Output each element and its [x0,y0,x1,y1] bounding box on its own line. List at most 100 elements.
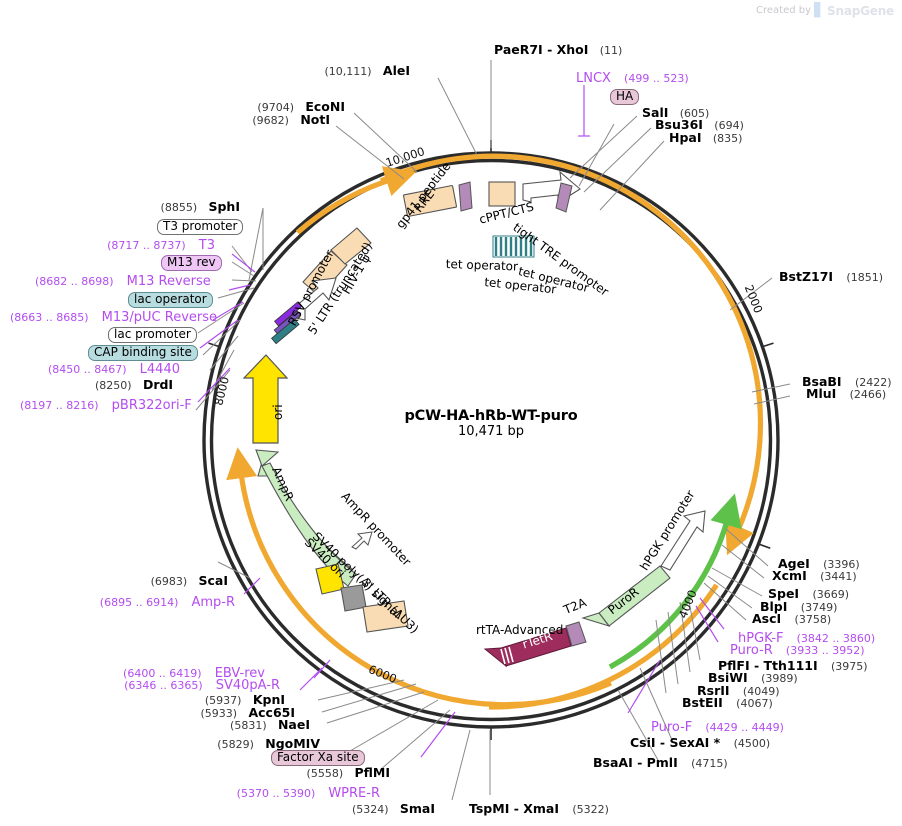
enzyme-pos: (1851) [846,271,883,284]
orange-transcript-arcs [226,153,764,710]
enzyme-label-bsu36i: Bsu36I (694) [655,118,744,132]
enzyme-name: SpeI [768,586,800,601]
feature-rtetr-arrow [483,627,572,668]
enzyme-name: MluI [806,386,837,401]
primer-name: EBV-rev [214,666,265,681]
enzyme-pos: (10,111) [324,65,372,78]
feature-rsv-promoter [295,277,337,321]
feature-hiv1-psi [330,227,372,265]
primer-label-l4440: (8450 .. 8467) L4440 [30,360,180,377]
enzyme-label-bsaai-pmli: BsaAI - PmlI (4715) [593,756,728,770]
feature-ori-arrow [242,354,289,444]
enzyme-pos: (3441) [820,570,857,583]
enzyme-name: NgoMIV [265,736,320,751]
tag-label-ha: HA [610,87,640,105]
enzyme-pos: (3758) [794,613,832,626]
feature-rre [402,185,458,217]
enzyme-pos: (5322) [572,803,609,816]
primer-label-t3: (8717 .. 8737) T3 [95,236,215,253]
enzyme-label-sphi: (8855) SphI [155,200,240,214]
primer-name: hPGK-F [738,631,784,646]
tag-text: T3 promoter [157,219,244,235]
watermark-brand: SnapGene [827,3,894,18]
feature-cppt-cts [488,181,516,207]
tag-label-lac-promoter: lac promoter [108,325,197,343]
tag-label-m13-rev: M13 rev [161,253,222,271]
enzyme-label-noti: (9682) NotI [225,113,330,127]
enzyme-name: BsaBI [802,374,842,389]
primer-label-m13-reverse: (8682 .. 8698) M13 Reverse [35,272,211,289]
enzyme-label-spei: SpeI (3669) [768,587,849,601]
feature-small-elements-left [271,301,302,345]
primer-name: pBR322ori-F [111,398,192,413]
primer-name: Amp-R [191,595,235,610]
enzyme-pos: (5829) [217,738,254,751]
feature-label-tet-operator-1: tet operator [445,257,519,274]
enzyme-name: Acc65I [248,705,295,720]
enzyme-label-agei: AgeI (3396) [778,557,860,571]
enzyme-pos: (5831) [230,719,267,732]
primer-name: SV40pA-R [215,678,280,693]
enzyme-pos: (6983) [150,575,188,588]
primer-name: Puro-R [730,643,773,658]
enzyme-pos: (2466) [849,388,887,401]
tag-label-cap-binding-site: CAP binding site [88,343,198,361]
enzyme-name: ScaI [198,573,229,588]
enzyme-label-tspmi-xmai: TspMI - XmaI (5322) [469,802,609,816]
enzyme-pos: (605) [679,107,710,120]
enzyme-label-kpni: (5937) KpnI [170,693,285,707]
primer-label-hpgk-f: hPGK-F (3842 .. 3860) [738,629,875,646]
enzyme-pos: (5937) [204,694,242,707]
primer-label-m13puc-reverse: (8663 .. 8685) M13/pUC Reverse [10,308,217,325]
feature-t2a [565,621,587,647]
primer-range: (5370 .. 5390) [236,787,316,800]
enzyme-pos: (11) [599,44,623,57]
enzyme-label-bsabi: BsaBI (2422) [802,375,892,389]
tag-text: lac promoter [108,327,197,343]
feature-gp41-peptide [458,181,473,212]
tag-text: lac operator [128,292,213,308]
enzyme-pos: (5933) [200,707,238,720]
primer-name: WPRE-R [328,786,380,801]
enzyme-pos: (4049) [742,685,780,698]
enzyme-label-econi: (9704) EcoNI [225,100,345,114]
primer-name: LNCX [576,71,611,86]
enzyme-name: AscI [752,611,782,626]
enzyme-name: EcoNI [305,99,345,114]
feature-tet-operator-block [492,235,535,258]
primer-label-ebv-rev: (6400 .. 6419) EBV-rev [115,664,265,681]
tag-text: HA [610,89,640,105]
enzyme-name: TspMI - XmaI [469,801,559,816]
plasmid-name: pCW-HA-hRb-WT-puro [404,408,578,424]
enzyme-pos: (5324) [351,803,389,816]
primer-range: (6895 .. 6914) [99,596,179,609]
enzyme-pos: (9704) [257,101,294,114]
snapgene-logo-icon: ▋ [814,3,825,18]
enzyme-pos: (5558) [306,767,344,780]
enzyme-pos: (4067) [736,697,773,710]
primer-label-amp-r: (6895 .. 6914) Amp-R [95,593,235,610]
tag-text: CAP binding site [88,345,198,361]
primer-label-sv40pa-r: (6346 .. 6365) SV40pA-R [115,676,280,693]
primer-name: T3 [198,238,215,253]
primer-range: (3933 .. 3952) [785,644,865,657]
enzyme-pos: (4500) [733,737,771,750]
green-expression-arc [608,493,742,670]
enzyme-pos: (3396) [823,558,860,571]
primer-name: Puro-F [651,720,693,735]
primer-label-pbr322ori-f: (8197 .. 8216) pBR322ori-F [20,396,192,413]
enzyme-name: HpaI [669,130,702,145]
enzyme-name: BsaAI - PmlI [593,755,678,770]
enzyme-label-csii-sexai: CsiI - SexAI * (4500) [630,736,770,750]
primer-name: M13 Reverse [126,274,211,289]
plasmid-backbone-circle [202,151,780,729]
enzyme-label-acc65i: (5933) Acc65I [170,706,295,720]
enzyme-name: CsiI - SexAI * [630,735,721,750]
enzyme-pos: (4715) [691,757,728,770]
primer-range: (8682 .. 8698) [35,275,114,288]
enzyme-name: SmaI [399,801,435,816]
primer-range: (8717 .. 8737) [107,239,186,252]
enzyme-pos: (3749) [800,601,838,614]
